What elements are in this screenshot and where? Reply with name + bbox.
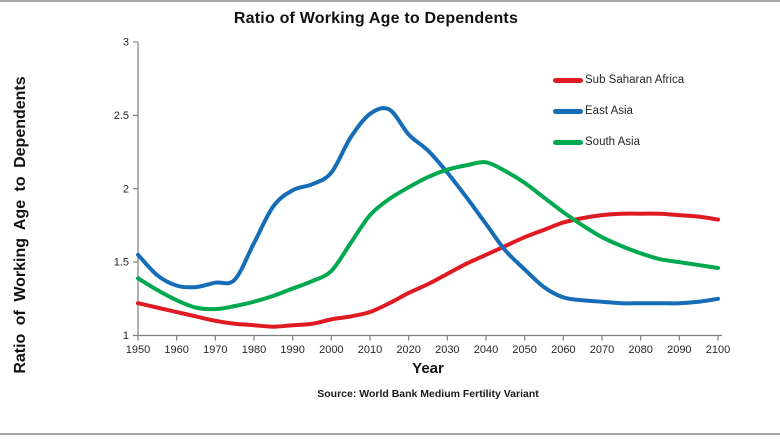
top-rule (0, 0, 780, 2)
series-line-sub-saharan-africa (136, 211, 720, 329)
legend-item: Sub Saharan Africa (553, 74, 684, 86)
legend-item: South Asia (553, 136, 684, 148)
x-tick-label: 2030 (435, 344, 459, 356)
legend-label: East Asia (585, 105, 633, 117)
x-tick-label: 2050 (512, 344, 536, 356)
legend-swatch-red-line-icon (553, 77, 583, 83)
x-tick-label: 1950 (126, 344, 150, 356)
legend: Sub Saharan Africa East Asia South Asia (553, 74, 684, 167)
y-tick-label: 3 (123, 37, 129, 49)
y-tick-label: 2 (123, 183, 129, 195)
x-tick-label: 2080 (628, 344, 652, 356)
series-line-east-asia (136, 106, 720, 306)
legend-item: East Asia (553, 105, 684, 117)
x-tick-label: 2060 (551, 344, 575, 356)
x-axis-title: Year (412, 360, 444, 377)
x-tick-label: 2040 (474, 344, 498, 356)
x-tick-label: 2000 (319, 344, 343, 356)
series-line-south-asia (136, 160, 720, 312)
source-note: Source: World Bank Medium Fertility Vari… (317, 388, 539, 400)
x-tick-label: 1970 (203, 344, 227, 356)
x-tick-label: 2100 (706, 344, 730, 356)
x-tick-label: 2090 (667, 344, 691, 356)
y-tick-label: 1.5 (114, 257, 129, 269)
legend-label: South Asia (585, 136, 640, 148)
y-tick-label: 2.5 (114, 110, 129, 122)
bottom-rule (0, 433, 780, 435)
x-tick-label: 2010 (358, 344, 382, 356)
legend-swatch-blue-line-icon (553, 108, 583, 114)
x-tick-label: 1980 (242, 344, 266, 356)
y-tick-label: 1 (123, 330, 129, 342)
legend-swatch-green-line-icon (553, 139, 583, 145)
x-tick-label: 1960 (164, 344, 188, 356)
legend-label: Sub Saharan Africa (585, 74, 685, 86)
x-tick-label: 2020 (396, 344, 420, 356)
chart-title: Ratio of Working Age to Dependents (233, 10, 519, 27)
x-tick-label: 1990 (280, 344, 304, 356)
x-tick-label: 2070 (590, 344, 614, 356)
